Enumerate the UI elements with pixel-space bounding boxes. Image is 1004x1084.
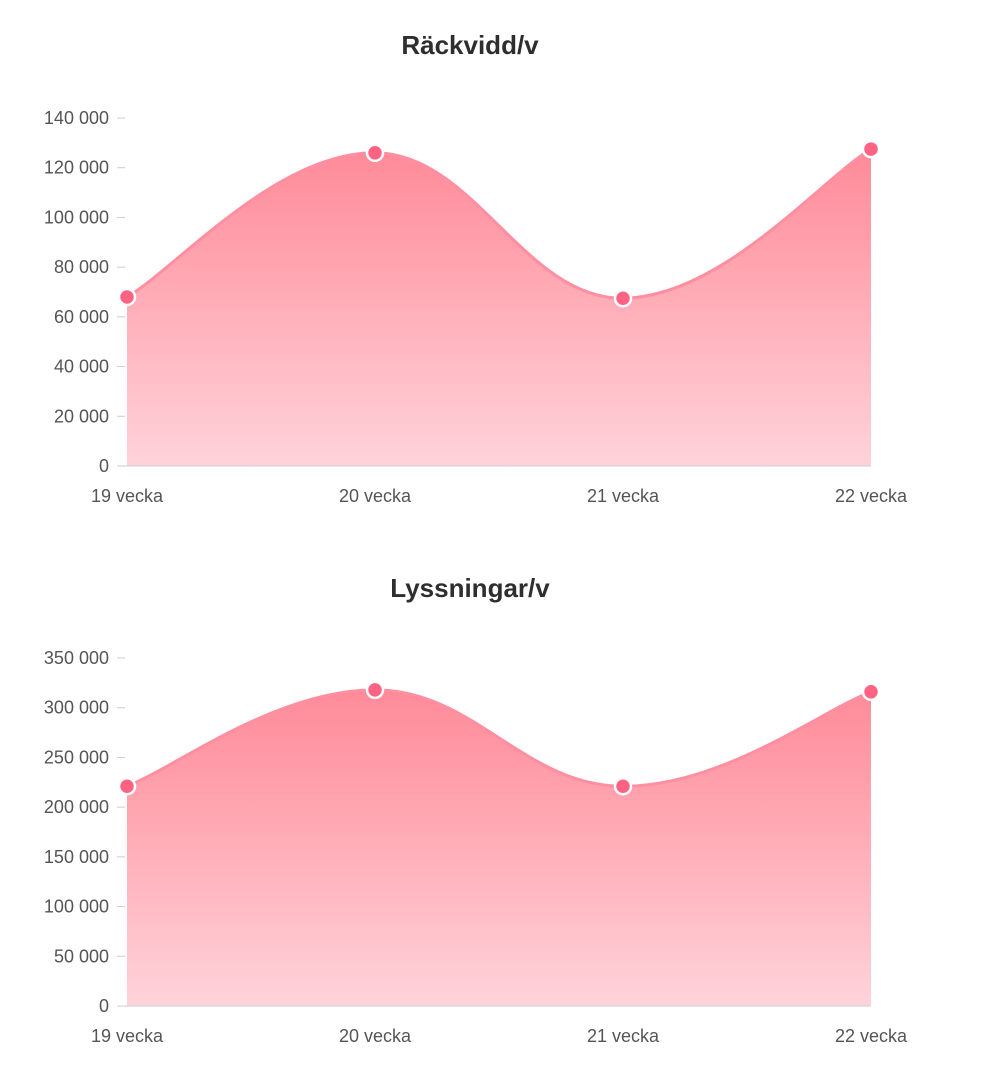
data-point[interactable]	[861, 139, 881, 159]
x-tick-label: 19 vecka	[91, 1026, 164, 1046]
y-tick-label: 140 000	[44, 108, 109, 128]
y-tick-label: 120 000	[44, 158, 109, 178]
y-tick-label: 150 000	[44, 847, 109, 867]
rackvidd-area-chart: 0 20 000 40 000 60 000 80 000 100 000 120 000 1…	[44, 108, 908, 506]
y-tick-label: 100 000	[44, 897, 109, 917]
series-area-fill	[127, 149, 871, 467]
chart-title-rackvidd: Räckvidd/v	[401, 30, 539, 60]
x-tick-label: 22 vecka	[835, 486, 908, 506]
series-area-fill	[127, 689, 871, 1006]
x-tick-label: 20 vecka	[339, 1026, 412, 1046]
y-tick-label: 350 000	[44, 648, 109, 668]
y-tick-label: 80 000	[54, 257, 109, 277]
x-tick-label: 20 vecka	[339, 486, 412, 506]
y-tick-label: 0	[99, 996, 109, 1016]
y-tick-label: 250 000	[44, 747, 109, 767]
data-point[interactable]	[613, 288, 633, 308]
y-tick-label: 100 000	[44, 207, 109, 227]
x-tick-label: 19 vecka	[91, 486, 164, 506]
lyssningar-area-chart: 0 50 000 100 000 150 000 200 000 250 000 300 0…	[44, 648, 908, 1046]
y-tick-label: 200 000	[44, 797, 109, 817]
series-line	[126, 147, 872, 300]
y-tick-label: 50 000	[54, 946, 109, 966]
data-point[interactable]	[117, 777, 137, 796]
chart-title-lyssningar: Lyssningar/v	[390, 573, 550, 603]
y-tick-label: 0	[99, 456, 109, 476]
series-line	[126, 688, 872, 788]
x-tick-label: 22 vecka	[835, 1026, 908, 1046]
y-tick-label: 40 000	[54, 357, 109, 377]
data-point[interactable]	[365, 143, 385, 163]
y-tick-label: 300 000	[44, 698, 109, 718]
x-tick-label: 21 vecka	[587, 1026, 660, 1046]
data-point[interactable]	[613, 777, 633, 796]
data-point[interactable]	[117, 287, 137, 307]
data-point[interactable]	[365, 680, 385, 700]
x-tick-label: 21 vecka	[587, 486, 660, 506]
data-point[interactable]	[861, 682, 881, 702]
y-tick-label: 60 000	[54, 307, 109, 327]
y-tick-label: 20 000	[54, 406, 109, 426]
